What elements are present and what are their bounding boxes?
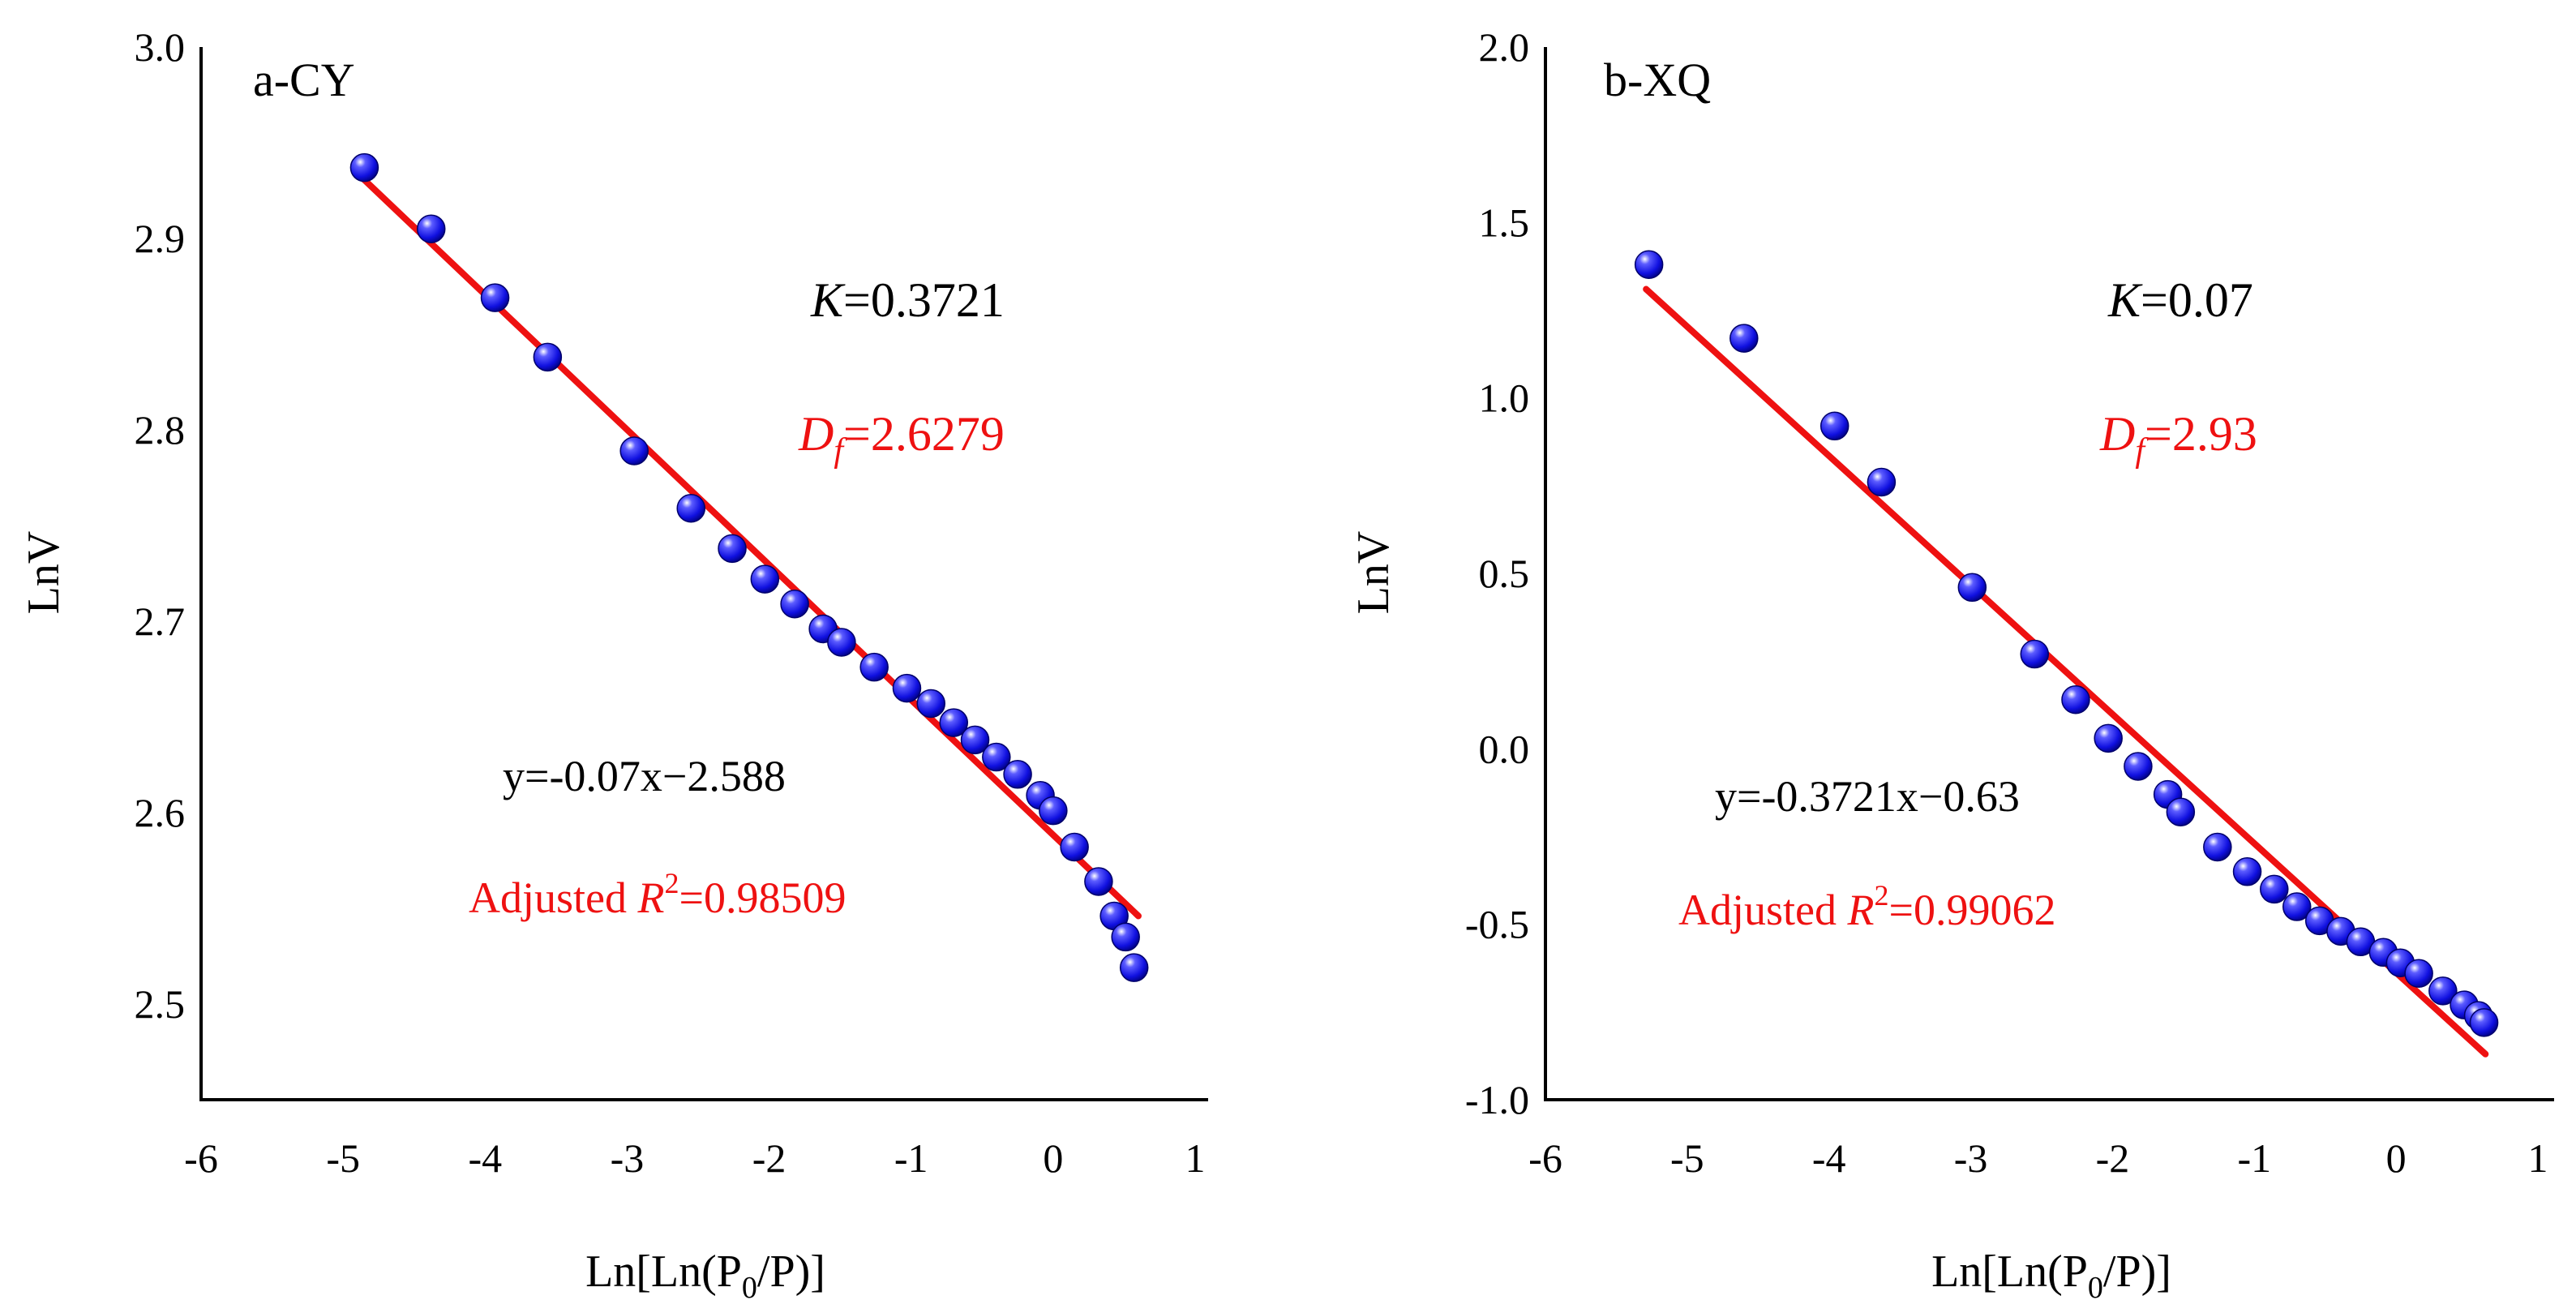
k-value: K=0.3721 [810, 273, 1005, 327]
y-tick-label: 1.5 [1479, 200, 1530, 245]
data-point [780, 590, 809, 619]
x-tick-label: -2 [752, 1135, 787, 1181]
y-tick-labels: 3.0 2.9 2.8 2.7 2.6 2.5 [135, 24, 186, 1027]
panel-b-xq: 2.0 1.5 1.0 0.5 0.0 -0.5 -1.0 -6 -5 -4 -3 -2 -1 0 1 b… [1348, 24, 2554, 1305]
y-tick-label: 2.6 [135, 790, 186, 835]
y-tick-labels: 2.0 1.5 1.0 0.5 0.0 -0.5 -1.0 [1465, 24, 1529, 1122]
x-axis-label: Ln[Ln(P0/P)] [1931, 1246, 2171, 1305]
x-tick-label: 0 [1043, 1135, 1063, 1181]
panel-label: a-CY [253, 54, 355, 106]
data-point [2094, 723, 2123, 753]
data-point [982, 742, 1011, 772]
data-point [2203, 832, 2232, 862]
fit-equation: y=-0.3721x−0.63 [1715, 772, 2020, 821]
data-point [1729, 324, 1759, 353]
y-tick-label: 0.5 [1479, 551, 1530, 596]
y-tick-label: 3.0 [135, 24, 186, 70]
data-point [533, 342, 563, 372]
data-point [827, 628, 856, 657]
y-tick-label: 2.7 [135, 599, 186, 644]
x-tick-labels: -6 -5 -4 -3 -2 -1 0 1 [1528, 1135, 2548, 1181]
data-point [480, 283, 510, 312]
fractal-dimension: Df=2.93 [2099, 407, 2257, 470]
data-point [1111, 922, 1140, 952]
data-point [2166, 797, 2196, 826]
data-points [1634, 250, 2499, 1037]
x-tick-label: -2 [2096, 1135, 2130, 1181]
x-tick-label: 1 [2528, 1135, 2548, 1181]
data-point [2404, 959, 2433, 988]
data-points [349, 152, 1149, 982]
data-point [2232, 857, 2262, 886]
data-point [1039, 796, 1068, 826]
data-point [859, 652, 889, 682]
x-tick-label: -1 [894, 1135, 928, 1181]
y-tick-label: 2.0 [1479, 24, 1530, 70]
adjusted-r-squared: Adjusted R2=0.99062 [1678, 879, 2055, 934]
data-point [2020, 639, 2050, 669]
data-point [718, 534, 747, 564]
data-point [1119, 953, 1149, 982]
fractal-dimension: Df=2.6279 [798, 407, 1005, 470]
data-point [2428, 976, 2458, 1006]
data-point [2469, 1008, 2499, 1037]
y-tick-label: 2.5 [135, 981, 186, 1027]
data-point [349, 152, 379, 182]
panel-a-cy: 3.0 2.9 2.8 2.7 2.6 2.5 -6 -5 -4 -3 -2 -1 0 1 a-CY L… [19, 24, 1208, 1305]
fit-line-group [358, 174, 1142, 920]
data-point [1634, 250, 1664, 280]
data-point [2260, 874, 2289, 904]
data-point [1819, 411, 1849, 441]
data-point [416, 214, 446, 243]
data-point [939, 708, 969, 737]
data-point [1957, 573, 1987, 603]
x-tick-label: -3 [611, 1135, 645, 1181]
x-tick-labels: -6 -5 -4 -3 -2 -1 0 1 [184, 1135, 1205, 1181]
data-point [960, 725, 990, 755]
x-tick-label: -4 [468, 1135, 502, 1181]
x-tick-label: -5 [326, 1135, 360, 1181]
x-tick-label: 0 [2386, 1135, 2407, 1181]
x-tick-label: -3 [1954, 1135, 1988, 1181]
panel-label: b-XQ [1604, 54, 1711, 106]
x-tick-label: -6 [184, 1135, 218, 1181]
adjusted-r-squared: Adjusted R2=0.98509 [469, 867, 846, 922]
data-point [676, 494, 705, 523]
fit-equation: y=-0.07x−2.588 [503, 752, 786, 800]
x-tick-label: -1 [2237, 1135, 2271, 1181]
x-axis-label: Ln[Ln(P0/P)] [585, 1246, 825, 1305]
y-tick-label: -0.5 [1465, 902, 1529, 947]
data-point [750, 564, 780, 594]
data-point [916, 689, 945, 719]
x-tick-label: -6 [1528, 1135, 1562, 1181]
data-point [1084, 867, 1113, 896]
data-point [2282, 892, 2312, 921]
data-point [1060, 832, 1089, 862]
data-point [892, 673, 922, 703]
fit-line [358, 174, 1142, 920]
k-value: K=0.07 [2107, 273, 2253, 327]
y-tick-label: 2.8 [135, 407, 186, 453]
data-point [1867, 467, 1897, 497]
x-tick-label: -4 [1812, 1135, 1846, 1181]
data-point [1003, 760, 1032, 789]
data-point [619, 436, 649, 466]
x-tick-label: 1 [1185, 1135, 1206, 1181]
y-tick-label: -1.0 [1465, 1077, 1529, 1122]
y-axis-label: LnV [19, 531, 69, 615]
y-axis-label: LnV [1348, 531, 1399, 615]
y-tick-label: 2.9 [135, 216, 186, 261]
data-point [2061, 685, 2090, 714]
data-point [2124, 752, 2153, 781]
y-tick-label: 0.0 [1479, 726, 1530, 771]
x-tick-label: -5 [1670, 1135, 1704, 1181]
y-tick-label: 1.0 [1479, 375, 1530, 421]
